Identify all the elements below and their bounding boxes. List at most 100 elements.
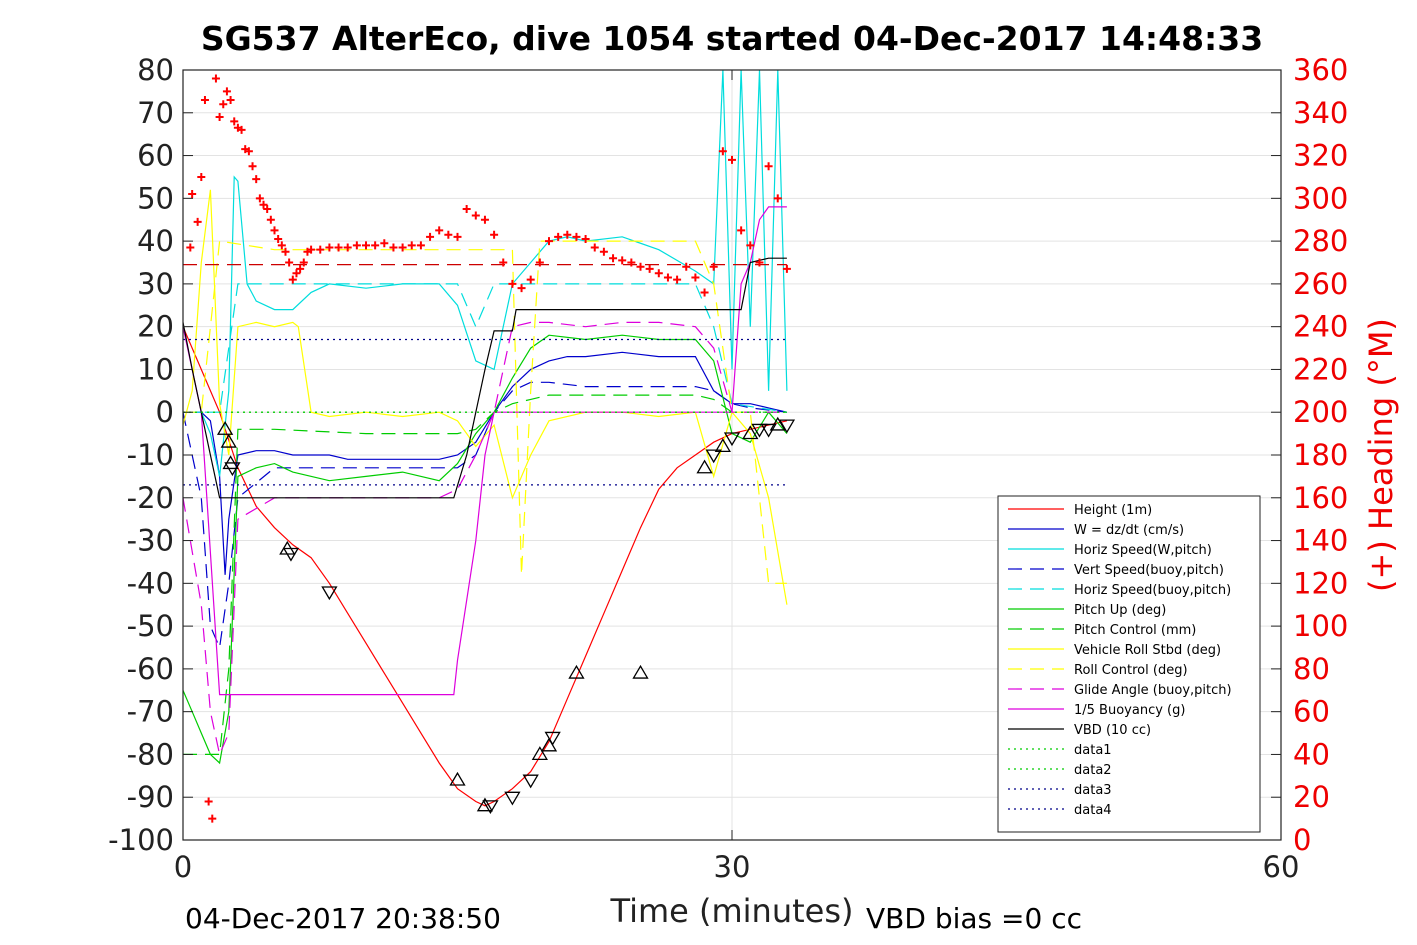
heading-point [204,797,213,806]
x-axis-ticks: 0 30 60 [174,70,1299,884]
y-tick-label: -80 [127,737,174,771]
y2-tick-label: 120 [1293,566,1348,600]
y-tick-label: 20 [137,310,174,344]
y2-tick-label: 340 [1293,96,1348,130]
heading-point [599,247,608,256]
heading-point [709,262,718,271]
up-triangle-marker [696,459,713,474]
heading-point [535,258,544,267]
heading-point [728,155,736,164]
heading-point [343,243,352,252]
y-tick-label: 10 [137,352,174,386]
y2-tick-label: 300 [1293,181,1348,215]
heading-point [462,205,471,214]
heading-point [700,288,709,297]
down-triangle-marker [224,462,241,477]
y-tick-label: 80 [137,53,174,87]
y2-axis-label: (+) Heading (°M) [1362,318,1400,592]
y-tick-label: -70 [127,695,174,729]
legend-entry: Horiz Speed(buoy,pitch) [1074,583,1231,598]
y2-tick-label: 40 [1293,737,1330,771]
y2-tick-label: 100 [1293,609,1348,643]
heading-point [188,190,197,199]
heading-point [563,230,572,239]
heading-point [618,256,627,265]
series-line [183,321,787,757]
heading-point [281,247,290,256]
heading-point [581,234,590,243]
y-tick-label: 70 [137,96,174,130]
footer-vbd-bias: VBD bias =0 cc [866,902,1082,935]
heading-point [389,243,398,252]
y2-tick-label: 160 [1293,481,1348,515]
legend: Height (1m) W = dz/dt (cm/s) Horiz Speed(W… [997,495,1261,833]
heading-point [545,237,553,246]
heading-point [248,162,257,171]
series-line [183,257,787,499]
legend-entry: 1/5 Buoyancy (g) [1074,703,1185,718]
down-triangle-marker [282,547,300,562]
heading-point [266,215,275,224]
chart-title: SG537 AlterEco, dive 1054 started 04-Dec… [201,19,1263,58]
series-layer [183,70,788,807]
down-triangle-marker [522,774,539,789]
heading-point [352,241,361,250]
y2-tick-label: 180 [1293,438,1348,472]
y2-tick-label: 80 [1293,652,1330,686]
heading-point [270,226,279,235]
heading-point [307,245,316,254]
heading-point [471,211,480,220]
down-triangle-marker [723,432,741,447]
legend-entry: data2 [1074,763,1112,778]
y-tick-label: 60 [137,139,174,173]
heading-point [682,262,691,271]
legend-entry: data1 [1074,743,1112,758]
y-tick-label: 30 [137,267,174,301]
heading-point [255,194,264,203]
down-triangle-marker [751,423,768,438]
y2-tick-label: 320 [1293,139,1348,173]
heading-point [590,243,599,252]
heading-point [316,245,325,254]
heading-point [572,232,581,241]
series-line [183,381,787,650]
heading-point [453,232,462,241]
heading-point [636,262,645,271]
heading-point [691,273,700,282]
y-tick-label: 0 [156,395,174,429]
heading-point [208,814,217,823]
heading-point [222,87,231,96]
y2-tick-label: 360 [1293,53,1348,87]
heading-point [237,125,246,134]
heading-point [230,117,239,126]
heading-point [380,239,389,248]
heading-point [398,243,407,252]
y-tick-label: -20 [127,481,174,515]
heading-point [193,217,202,226]
y-tick-label: 50 [137,181,174,215]
heading-point [285,258,294,267]
down-triangle-marker [705,449,722,464]
up-triangle-marker [742,425,759,440]
footer-timestamp: 04-Dec-2017 20:38:50 [185,902,501,935]
heading-point [554,232,563,241]
y2-tick-label: 280 [1293,224,1348,258]
x-tick-label: 30 [714,850,751,884]
heading-point [299,258,308,267]
heading-point [407,241,416,250]
heading-point [362,241,370,250]
down-triangle-marker [760,423,777,438]
y2-tick-label: 220 [1293,352,1348,386]
heading-point [259,200,268,209]
heading-point [499,258,508,267]
y2-tick-label: 0 [1293,823,1311,857]
heading-point [673,275,682,284]
heading-point [718,147,727,156]
y2-tick-label: 240 [1293,310,1348,344]
up-triangle-marker [220,433,237,448]
heading-point [737,226,746,235]
up-triangle-marker [476,797,494,812]
heading-point [435,226,444,235]
heading-point [211,74,220,83]
heading-point [334,243,343,252]
